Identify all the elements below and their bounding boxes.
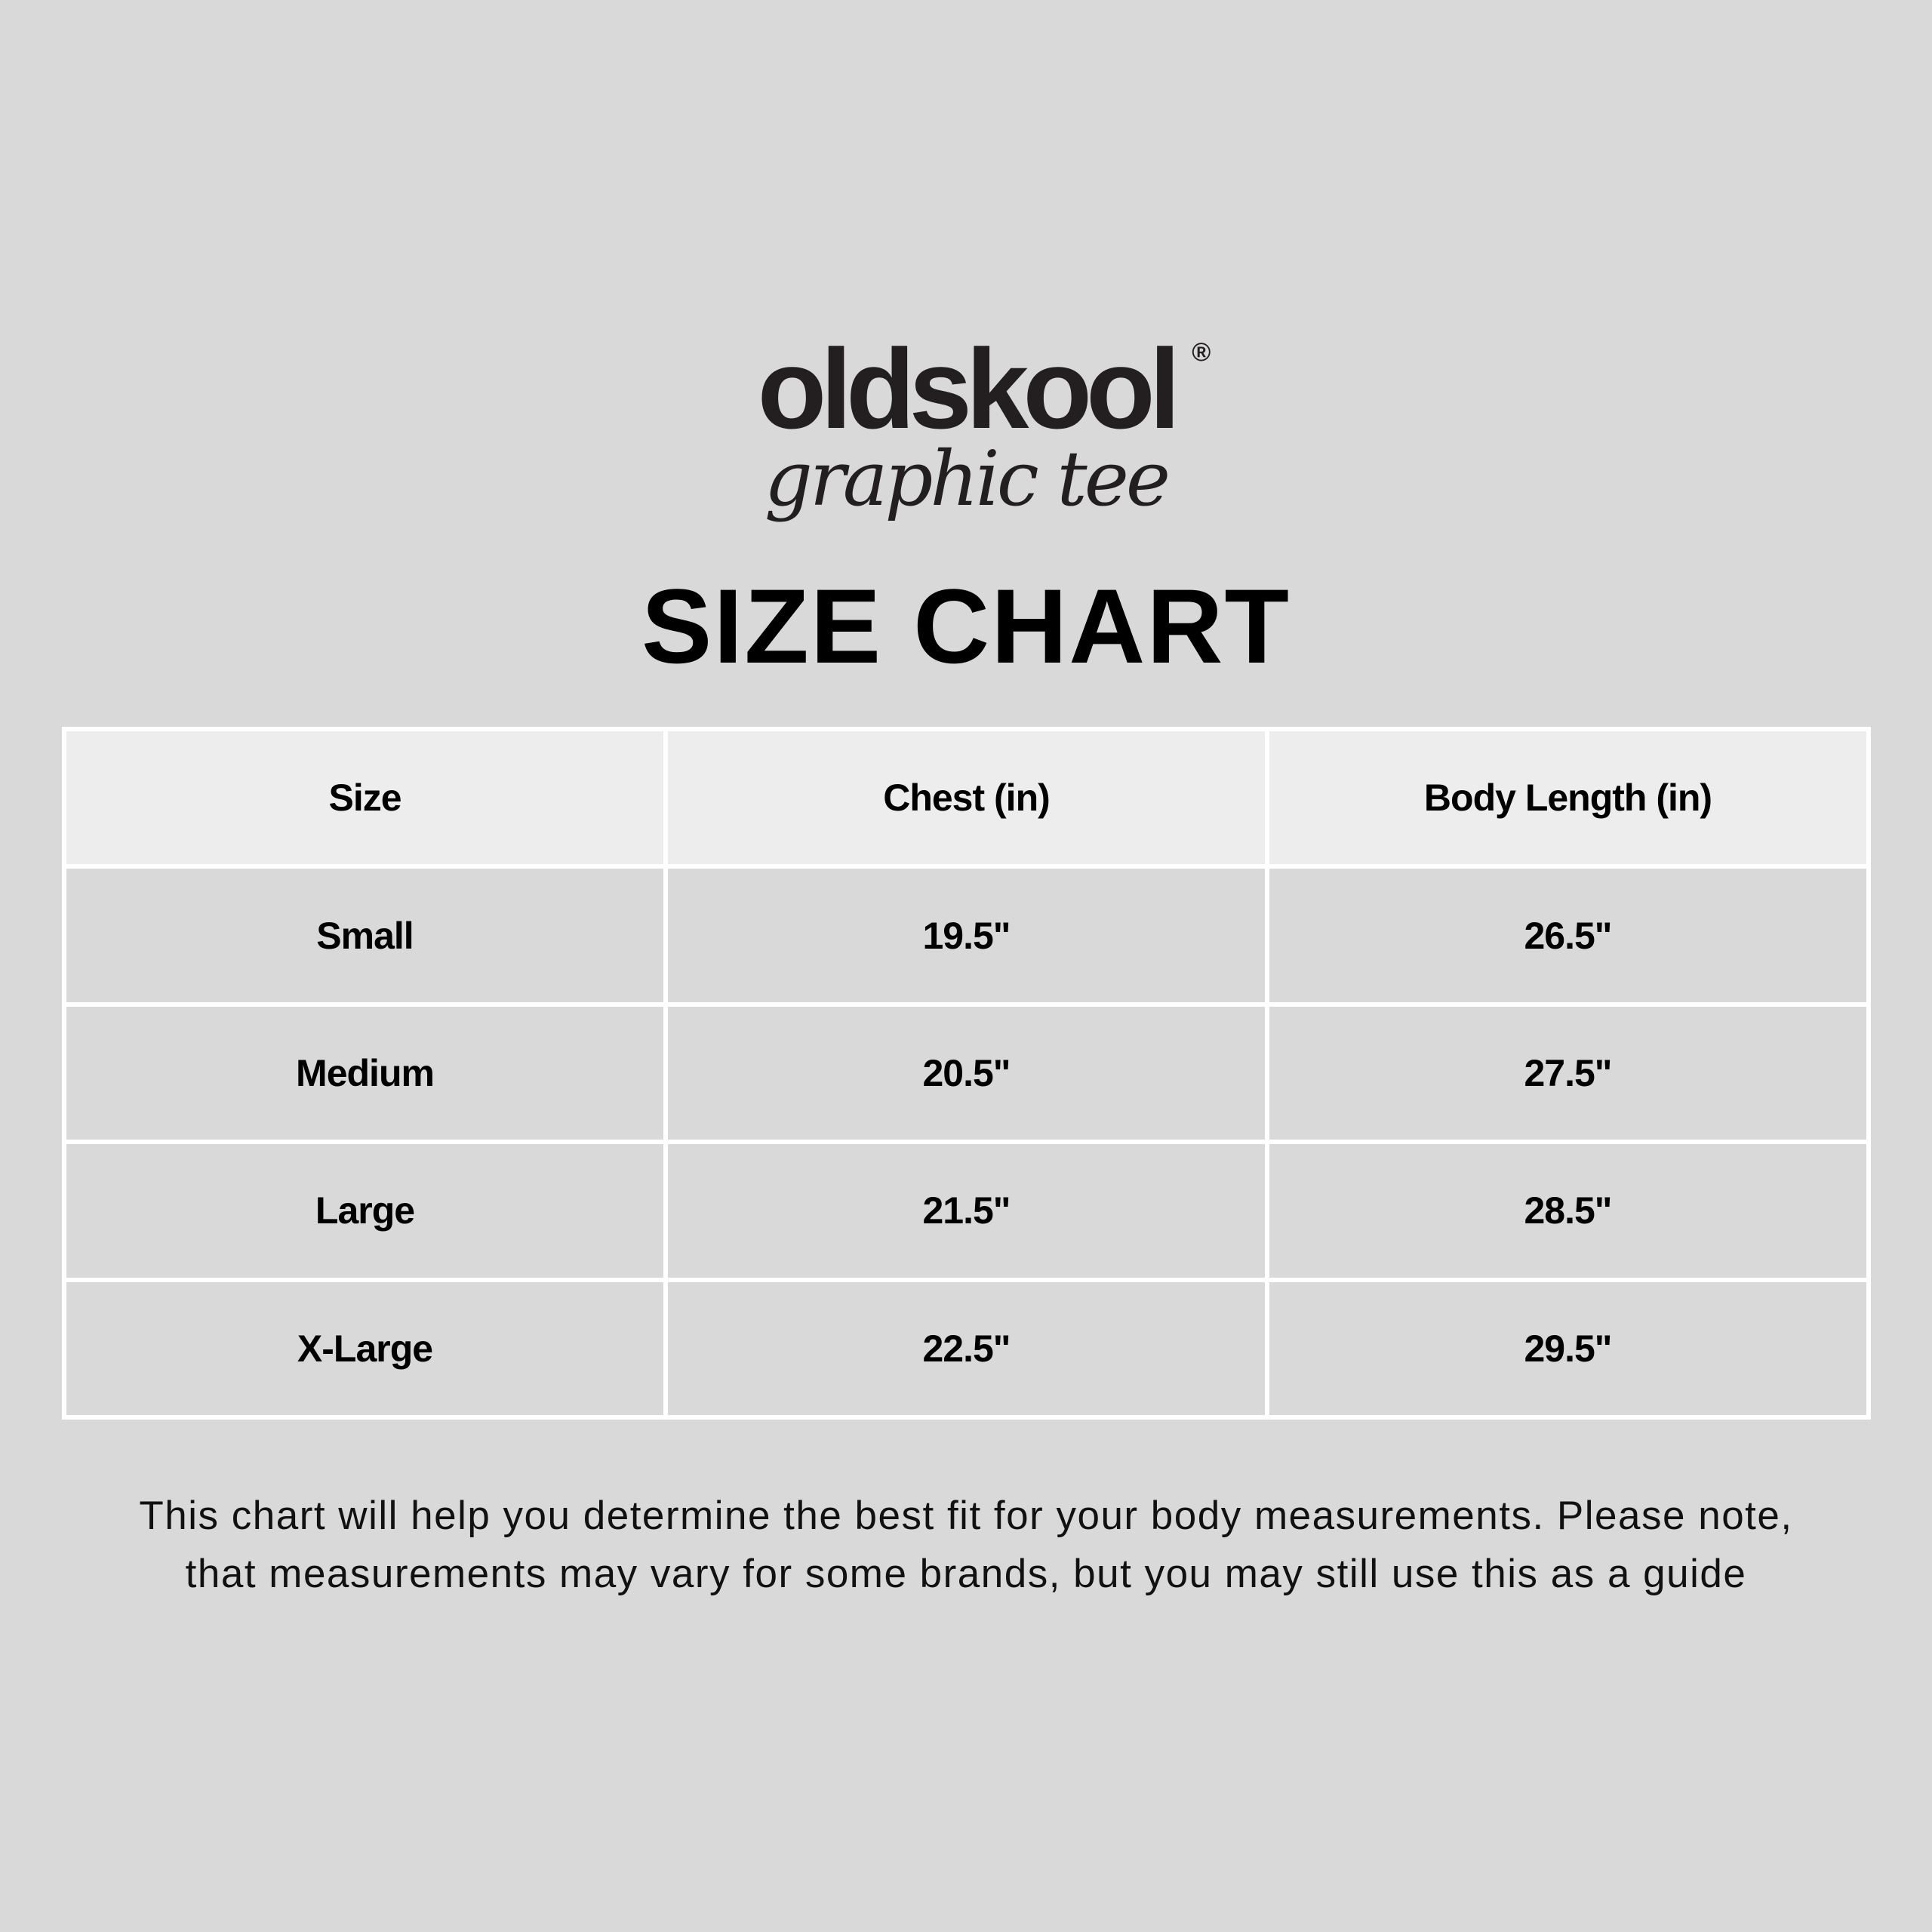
- cell-chest: 21.5": [668, 1144, 1265, 1278]
- cell-size: X-Large: [66, 1281, 663, 1415]
- size-table: Size Chest (in) Body Length (in) Small 1…: [62, 727, 1871, 1420]
- cell-chest: 20.5": [668, 1006, 1265, 1140]
- registered-mark: ®: [1192, 338, 1211, 367]
- logo-brand-text: oldskool: [757, 325, 1181, 452]
- cell-body-length: 28.5": [1269, 1144, 1866, 1278]
- page-title: SIZE CHART: [641, 567, 1291, 685]
- cell-body-length: 29.5": [1269, 1281, 1866, 1415]
- cell-body-length: 26.5": [1269, 869, 1866, 1002]
- header-chest: Chest (in): [668, 731, 1265, 865]
- brand-logo: oldskool ® graphic tee: [0, 332, 1932, 521]
- logo-tagline: graphic tee: [764, 435, 1171, 523]
- footer-note: This chart will help you determine the b…: [0, 1487, 1932, 1603]
- footer-line-2: that measurements may vary for some bran…: [185, 1552, 1747, 1596]
- header-size: Size: [66, 731, 663, 865]
- cell-size: Medium: [66, 1006, 663, 1140]
- cell-size: Small: [66, 869, 663, 1002]
- cell-body-length: 27.5": [1269, 1006, 1866, 1140]
- logo-wordmark: oldskool ®: [758, 332, 1211, 445]
- cell-chest: 22.5": [668, 1281, 1265, 1415]
- footer-line-1: This chart will help you determine the b…: [139, 1494, 1793, 1538]
- cell-size: Large: [66, 1144, 663, 1278]
- cell-chest: 19.5": [668, 869, 1265, 1002]
- header-body-length: Body Length (in): [1269, 731, 1866, 865]
